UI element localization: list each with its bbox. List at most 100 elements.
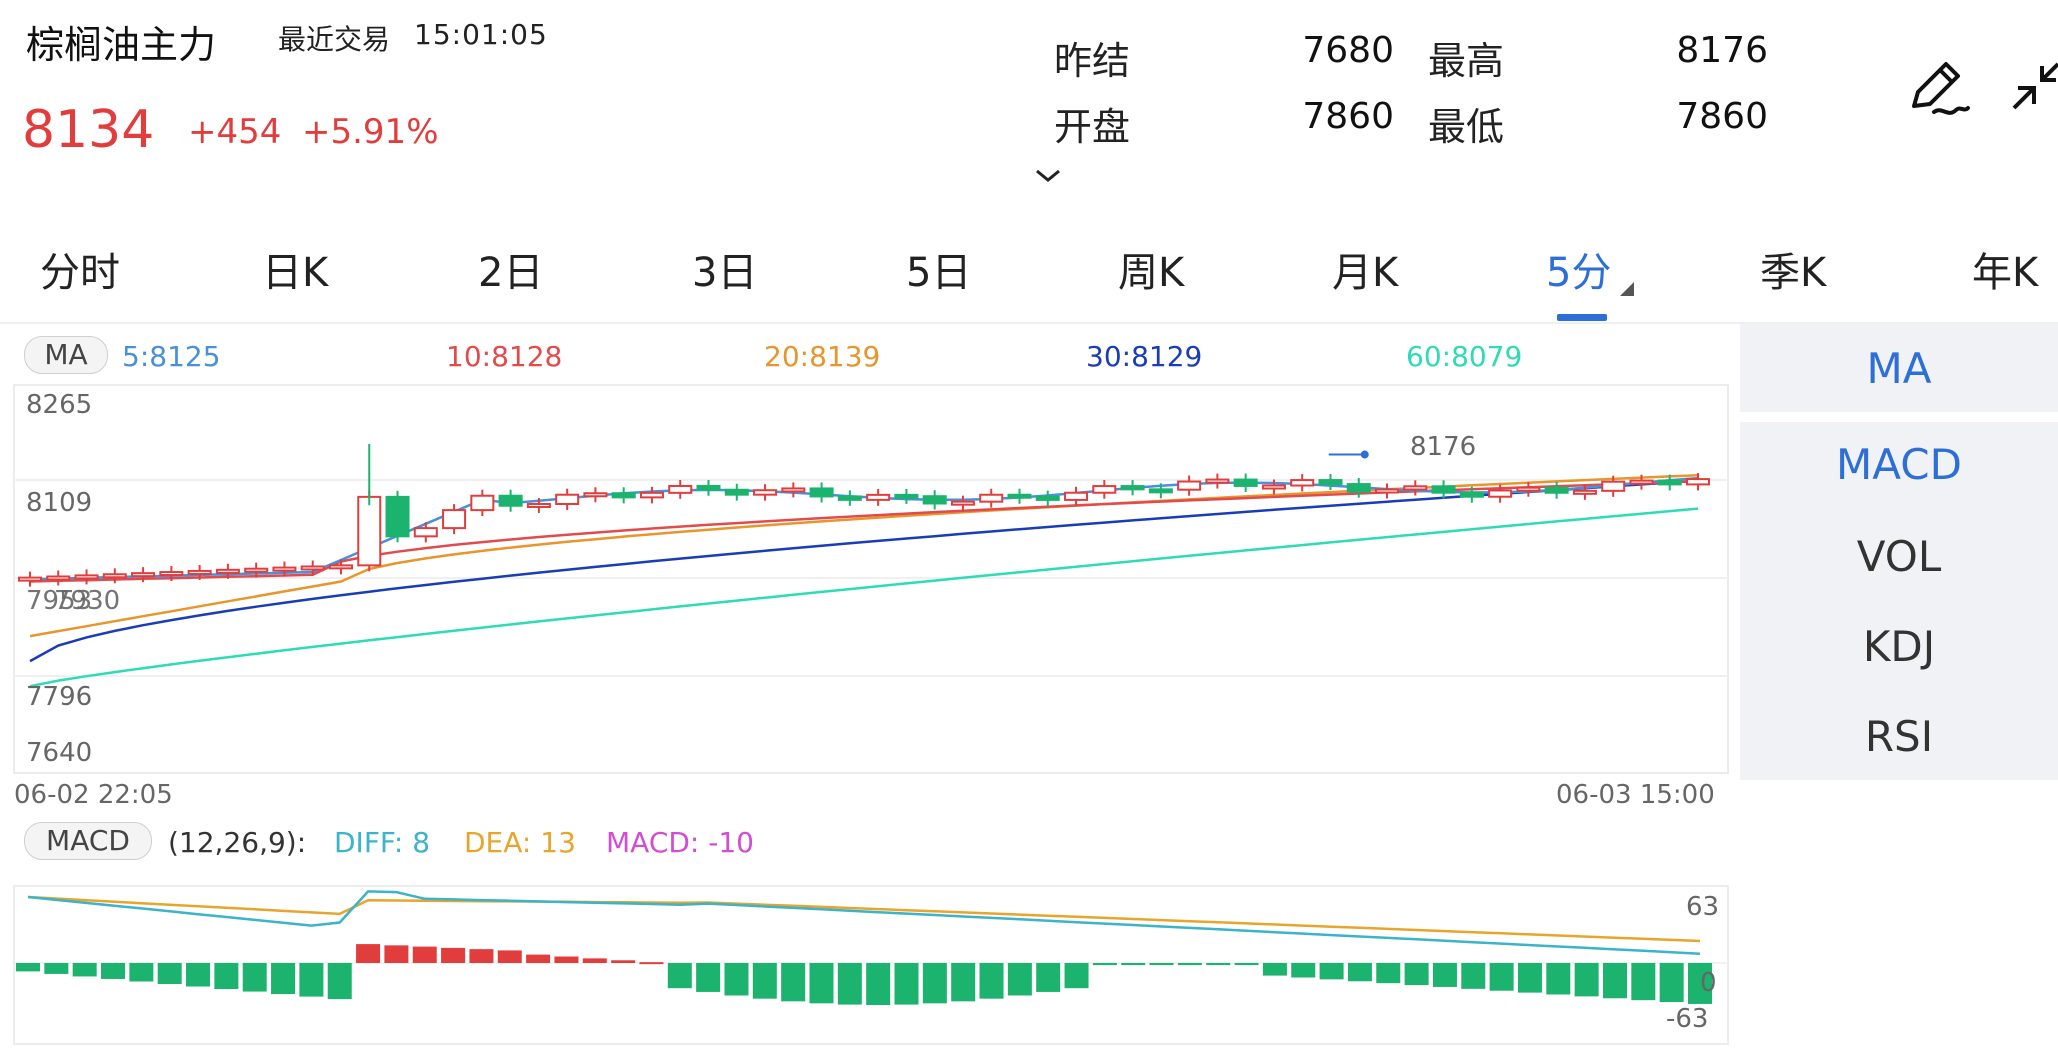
candle-body-50: [1431, 485, 1456, 494]
macd-bar-58: [1659, 963, 1684, 1003]
macd-bar-6: [186, 963, 211, 987]
candle-body-1: [46, 575, 71, 581]
macd-bar-39: [1121, 963, 1146, 966]
macd-bar-19: [554, 956, 579, 963]
candle-body-39: [1120, 485, 1145, 491]
side-item-macd[interactable]: MACD: [1836, 440, 1962, 489]
macd-bar-37: [1064, 963, 1089, 989]
macd-bar-0: [16, 963, 40, 972]
candle-body-18: [526, 502, 551, 508]
candle-body-42: [1205, 478, 1230, 484]
macd-bar-48: [1376, 963, 1401, 984]
stat-label-open: 开盘: [1054, 105, 1131, 149]
y-label-mid: 7953: [26, 586, 93, 616]
macd-bar-54: [1546, 963, 1571, 995]
collapse-arrows-icon[interactable]: [2008, 52, 2058, 120]
macd-bar-41: [1177, 963, 1202, 966]
y-label-bottom: 7640: [26, 738, 93, 768]
candle-body-15: [442, 509, 467, 530]
tab-dropdown-corner-icon[interactable]: [1620, 282, 1634, 296]
candle-body-23: [668, 484, 693, 494]
tab-1[interactable]: 日K: [262, 250, 329, 296]
tab-9[interactable]: 年K: [1972, 250, 2039, 296]
candle-body-46: [1318, 479, 1343, 486]
stat-label-high: 最高: [1428, 39, 1505, 83]
macd-bar-31: [894, 963, 919, 1005]
tab-2[interactable]: 2日: [478, 250, 544, 296]
macd-bar-46: [1319, 963, 1344, 980]
candle-body-14: [413, 527, 438, 538]
candle-body-8: [244, 567, 269, 573]
macd-bar-59: [1688, 963, 1712, 1004]
macd-bar-35: [1007, 963, 1032, 996]
macd-bar-1: [44, 963, 69, 974]
macd-bar-44: [1262, 963, 1287, 976]
macd-bar-16: [469, 949, 494, 963]
tab-7[interactable]: 5分: [1546, 250, 1612, 296]
side-item-rsi[interactable]: RSI: [1864, 712, 1934, 761]
macd-chart[interactable]: [0, 880, 1740, 1054]
macd-bar-38: [1092, 963, 1117, 966]
macd-bar-51: [1461, 963, 1486, 989]
candle-body-49: [1403, 485, 1428, 491]
tab-3[interactable]: 3日: [692, 250, 758, 296]
tab-5[interactable]: 周K: [1118, 250, 1185, 296]
stat-label-prev-settle: 昨结: [1054, 39, 1131, 83]
candle-body-10: [300, 565, 325, 571]
candle-body-2: [74, 574, 99, 580]
low-marker-label: 7930: [54, 586, 121, 616]
candle-body-12: [357, 495, 382, 567]
price-chart[interactable]: [0, 380, 1740, 780]
tab-6[interactable]: 月K: [1332, 250, 1399, 296]
macd-bar-50: [1432, 963, 1457, 987]
macd-bar-52: [1489, 963, 1514, 991]
candle-body-20: [583, 492, 608, 498]
y-label-lower: 7796: [26, 682, 93, 712]
macd-bar-36: [1036, 963, 1061, 992]
candle-body-19: [555, 493, 580, 505]
candle-body-35: [1007, 493, 1032, 499]
candle-body-48: [1375, 488, 1400, 494]
macd-value: MACD: -10: [606, 826, 754, 859]
macd-bar-8: [242, 963, 267, 992]
candle-body-25: [724, 488, 749, 496]
side-item-vol[interactable]: VOL: [1856, 532, 1942, 581]
pencil-icon[interactable]: [1904, 52, 1972, 120]
macd-bar-42: [1206, 963, 1231, 966]
candle-body-4: [131, 572, 156, 578]
macd-bar-45: [1291, 963, 1316, 978]
chevron-down-icon[interactable]: [1034, 168, 1062, 184]
macd-bar-55: [1574, 963, 1599, 997]
macd-diff-line: [27, 890, 1701, 955]
tab-4[interactable]: 5日: [906, 250, 972, 296]
x-label-start: 06-02 22:05: [14, 780, 173, 810]
macd-chart-frame: [13, 885, 1729, 1045]
macd-dea-value: DEA: 13: [464, 826, 576, 859]
side-item-ma[interactable]: MA: [1866, 344, 1932, 393]
high-marker-dot: [1360, 450, 1369, 459]
candle-body-44: [1261, 484, 1286, 490]
tab-8[interactable]: 季K: [1760, 250, 1827, 296]
ma20-line: [29, 473, 1699, 638]
macd-bar-30: [866, 963, 891, 1005]
macd-bar-27: [781, 963, 806, 1002]
candle-body-37: [1064, 491, 1089, 501]
macd-bar-21: [611, 960, 636, 963]
macd-bar-5: [157, 963, 182, 984]
macd-pill[interactable]: MACD: [24, 822, 152, 860]
ma30-line: [29, 479, 1699, 663]
ma20-value: 20:8139: [764, 340, 881, 373]
stat-value-prev-settle: 7680: [1302, 30, 1394, 71]
macd-diff-value: DIFF: 8: [334, 826, 431, 859]
ma-pill[interactable]: MA: [24, 336, 108, 374]
candle-body-0: [18, 576, 42, 582]
macd-dea-line: [27, 895, 1701, 943]
indicator-side-panel: [1740, 324, 2058, 780]
candle-body-54: [1544, 486, 1569, 494]
candle-body-41: [1177, 480, 1202, 491]
side-item-kdj[interactable]: KDJ: [1862, 622, 1936, 671]
candle-body-34: [979, 493, 1004, 503]
macd-bar-25: [724, 963, 749, 996]
tab-0[interactable]: 分时: [40, 250, 120, 296]
candle-body-27: [781, 487, 806, 493]
